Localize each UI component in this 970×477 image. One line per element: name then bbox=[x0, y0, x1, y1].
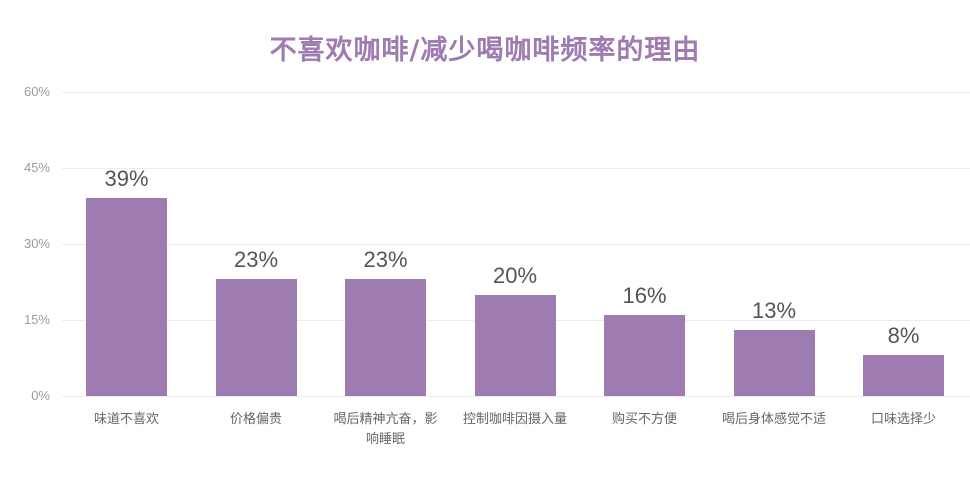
value-label: 16% bbox=[622, 282, 667, 308]
bar bbox=[733, 330, 815, 396]
value-label: 23% bbox=[363, 247, 408, 273]
value-label: 23% bbox=[233, 247, 279, 273]
y-tick-label: 45% bbox=[23, 160, 50, 175]
gridline bbox=[62, 92, 970, 93]
bar bbox=[863, 355, 944, 396]
plot-area: 0% 15% 30% 45% 60% 39% 23% 23% 20% 16% 13% 8% bbox=[24, 84, 970, 403]
x-category-label: 购买不方便 bbox=[574, 410, 715, 430]
x-label-line: 喝后身体感觉不适 bbox=[721, 412, 826, 427]
x-label-line: 控制咖啡因摄入量 bbox=[462, 412, 567, 427]
bar bbox=[474, 294, 556, 396]
gridline bbox=[62, 168, 970, 169]
value-label: 20% bbox=[492, 262, 538, 288]
gridline bbox=[62, 396, 970, 397]
value-label: 8% bbox=[887, 323, 920, 349]
x-label-line: 味道不喜欢 bbox=[93, 412, 159, 427]
bar bbox=[215, 279, 297, 396]
y-tick-label: 60% bbox=[23, 84, 50, 99]
y-tick-label: 0% bbox=[31, 388, 50, 403]
x-category-label: 价格偏贵 bbox=[186, 410, 327, 430]
x-category-label: 口味选择少 bbox=[833, 410, 970, 430]
x-label-line: 购买不方便 bbox=[611, 412, 677, 427]
value-label: 39% bbox=[104, 166, 149, 192]
bar bbox=[86, 198, 167, 396]
x-category-label: 喝后精神亢奋，影 响睡眠 bbox=[315, 410, 456, 450]
value-label: 13% bbox=[751, 298, 797, 324]
chart-title: 不喜欢咖啡/减少喝咖啡频率的理由 bbox=[269, 35, 701, 66]
x-category-label: 控制咖啡因摄入量 bbox=[445, 410, 586, 430]
x-label-line: 响睡眠 bbox=[365, 432, 405, 447]
x-label-line: 口味选择少 bbox=[870, 412, 936, 427]
gridline bbox=[62, 244, 970, 245]
x-label-line: 价格偏贵 bbox=[229, 412, 282, 427]
bar bbox=[345, 279, 426, 396]
bar bbox=[604, 314, 685, 396]
x-category-label: 喝后身体感觉不适 bbox=[704, 410, 845, 430]
x-label-line: 喝后精神亢奋，影 bbox=[333, 412, 438, 427]
y-tick-label: 15% bbox=[23, 312, 50, 327]
x-category-label: 味道不喜欢 bbox=[56, 410, 197, 430]
y-tick-label: 30% bbox=[23, 236, 50, 251]
